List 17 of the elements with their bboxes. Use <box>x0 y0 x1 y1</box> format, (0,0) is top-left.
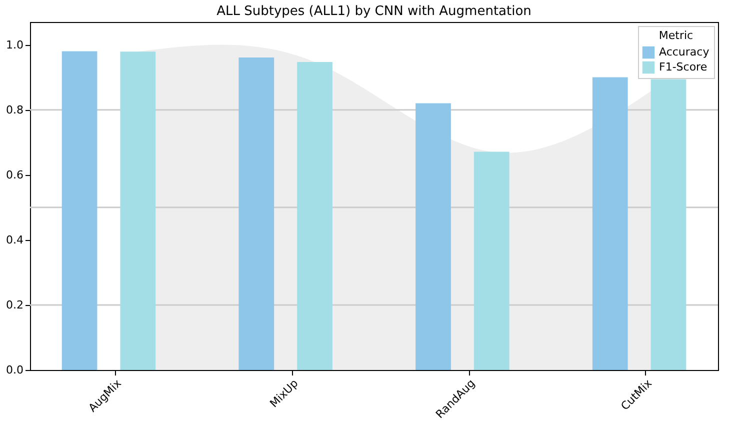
bar <box>238 57 274 370</box>
y-tick-label: 1.0 <box>6 38 24 52</box>
legend-title: Metric <box>658 29 694 42</box>
y-tick-label: 0.0 <box>6 364 24 376</box>
legend-label: F1-Score <box>659 60 708 74</box>
y-tick-label: 0.8 <box>6 103 24 116</box>
bar <box>297 62 332 370</box>
chart-title: ALL Subtypes (ALL1) by CNN with Augmentation <box>216 4 532 19</box>
bar <box>474 152 510 370</box>
y-tick-label: 0.2 <box>6 298 24 312</box>
bar <box>592 77 628 370</box>
legend-label: Accuracy <box>659 46 710 58</box>
y-tick-label: 0.6 <box>6 168 24 182</box>
bar <box>120 52 156 370</box>
y-tick-label: 0.4 <box>6 233 24 246</box>
bar <box>416 103 451 370</box>
bar <box>62 51 98 370</box>
